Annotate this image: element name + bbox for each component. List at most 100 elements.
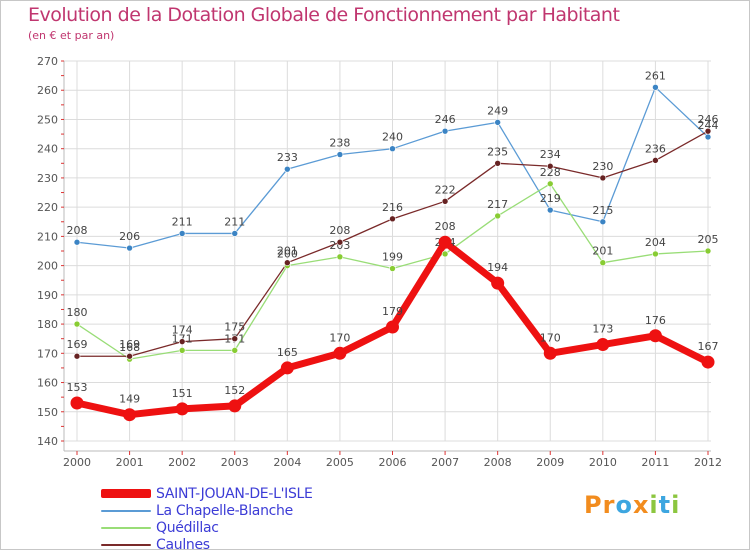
data-label-la-chapelle-blanche: 211: [224, 215, 245, 228]
chart-subtitle: (en € et par an): [28, 29, 115, 42]
data-point-caulnes: [494, 160, 501, 167]
data-label-caulnes: 175: [224, 321, 245, 334]
data-label-qu-dillac: 205: [698, 233, 719, 246]
data-point-qu-dillac: [441, 250, 449, 258]
data-point-qu-dillac: [178, 347, 186, 354]
data-point-saint-jouan-de-l-isle: [70, 396, 84, 410]
data-point-qu-dillac: [494, 212, 501, 220]
legend-swatch: [101, 543, 151, 546]
data-label-saint-jouan-de-l-isle: 173: [592, 323, 613, 336]
y-tick-label: 270: [37, 55, 58, 68]
data-label-caulnes: 208: [329, 224, 350, 237]
y-tick-label: 240: [37, 143, 58, 156]
data-label-qu-dillac: 180: [67, 306, 88, 319]
data-label-la-chapelle-blanche: 211: [172, 215, 193, 228]
data-label-saint-jouan-de-l-isle: 170: [540, 331, 561, 344]
legend-label: Caulnes: [156, 536, 210, 553]
data-point-la-chapelle-blanche: [126, 244, 133, 252]
legend-item-saint-jouan-de-l-isle: SAINT-JOUAN-DE-L'ISLE: [101, 485, 313, 502]
data-label-caulnes: 235: [487, 145, 508, 158]
data-label-caulnes: 236: [645, 142, 666, 155]
data-point-qu-dillac: [599, 259, 607, 266]
data-point-saint-jouan-de-l-isle: [491, 276, 505, 290]
legend-swatch: [101, 509, 151, 512]
data-point-saint-jouan-de-l-isle: [543, 346, 557, 360]
x-tick-label: 2009: [536, 456, 564, 469]
data-label-la-chapelle-blanche: 208: [67, 224, 88, 237]
data-point-la-chapelle-blanche: [73, 238, 81, 246]
legend-label: SAINT-JOUAN-DE-L'ISLE: [156, 485, 313, 502]
data-point-la-chapelle-blanche: [231, 230, 239, 237]
data-point-saint-jouan-de-l-isle: [596, 338, 610, 352]
x-tick-label: 2010: [589, 456, 617, 469]
data-label-saint-jouan-de-l-isle: 153: [67, 381, 88, 394]
x-tick-label: 2007: [431, 456, 459, 469]
data-label-saint-jouan-de-l-isle: 179: [382, 305, 403, 318]
data-point-qu-dillac: [336, 253, 344, 261]
data-point-la-chapelle-blanche: [599, 218, 607, 226]
data-label-saint-jouan-de-l-isle: 167: [698, 340, 719, 353]
data-label-caulnes: 169: [119, 338, 140, 351]
y-tick-label: 210: [37, 230, 58, 243]
chart-title: Evolution de la Dotation Globale de Fonc…: [28, 4, 620, 26]
data-label-saint-jouan-de-l-isle: 151: [172, 387, 193, 400]
legend-swatch: [101, 489, 151, 498]
data-label-caulnes: 246: [698, 113, 719, 126]
data-point-saint-jouan-de-l-isle: [648, 329, 662, 343]
data-label-caulnes: 169: [67, 338, 88, 351]
y-tick-label: 140: [37, 435, 58, 448]
data-point-saint-jouan-de-l-isle: [123, 408, 137, 422]
data-label-la-chapelle-blanche: 261: [645, 69, 666, 82]
data-point-caulnes: [178, 338, 186, 345]
data-point-qu-dillac: [73, 320, 81, 328]
x-tick-label: 2011: [641, 456, 669, 469]
data-label-saint-jouan-de-l-isle: 170: [329, 331, 350, 344]
data-point-saint-jouan-de-l-isle: [228, 399, 242, 413]
y-tick-label: 220: [37, 201, 58, 214]
logo-letter: x: [632, 491, 650, 519]
data-label-qu-dillac: 200: [277, 248, 298, 261]
data-label-saint-jouan-de-l-isle: 194: [487, 261, 508, 274]
data-label-caulnes: 234: [540, 148, 561, 161]
data-point-la-chapelle-blanche: [494, 119, 501, 126]
legend-item-la-chapelle-blanche: La Chapelle-Blanche: [101, 502, 313, 519]
y-tick-label: 150: [37, 406, 58, 419]
data-point-saint-jouan-de-l-isle: [175, 402, 189, 416]
data-point-qu-dillac: [652, 250, 659, 258]
x-tick-label: 2004: [273, 456, 301, 469]
logo-letter: P: [584, 491, 603, 519]
data-label-qu-dillac: 199: [382, 251, 403, 264]
logo-letter: o: [615, 491, 633, 519]
data-point-caulnes: [284, 259, 291, 266]
data-point-caulnes: [599, 174, 607, 182]
data-label-qu-dillac: 201: [592, 245, 613, 258]
data-label-la-chapelle-blanche: 249: [487, 104, 508, 117]
y-tick-label: 180: [37, 318, 58, 331]
legend-label: La Chapelle-Blanche: [156, 502, 293, 519]
data-point-la-chapelle-blanche: [652, 84, 659, 91]
data-label-la-chapelle-blanche: 233: [277, 151, 298, 164]
data-label-caulnes: 174: [172, 324, 193, 337]
data-point-saint-jouan-de-l-isle: [438, 235, 452, 249]
x-tick-label: 2008: [484, 456, 512, 469]
data-point-caulnes: [441, 198, 449, 205]
data-point-qu-dillac: [389, 265, 396, 272]
data-point-qu-dillac: [704, 247, 712, 255]
data-point-la-chapelle-blanche: [389, 145, 396, 152]
data-point-la-chapelle-blanche: [546, 206, 554, 214]
data-label-saint-jouan-de-l-isle: 152: [224, 384, 245, 397]
y-tick-label: 250: [37, 113, 58, 126]
data-point-caulnes: [704, 127, 712, 135]
data-point-qu-dillac: [231, 347, 239, 354]
data-point-caulnes: [336, 238, 344, 246]
logo-letter: i: [649, 491, 659, 519]
data-label-saint-jouan-de-l-isle: 149: [119, 393, 140, 406]
data-label-saint-jouan-de-l-isle: 208: [435, 220, 456, 233]
proxiti-logo: Proxiti: [584, 491, 680, 519]
data-label-la-chapelle-blanche: 215: [592, 204, 613, 217]
data-point-caulnes: [389, 215, 396, 223]
data-point-saint-jouan-de-l-isle: [386, 320, 399, 334]
x-tick-label: 2002: [168, 456, 196, 469]
